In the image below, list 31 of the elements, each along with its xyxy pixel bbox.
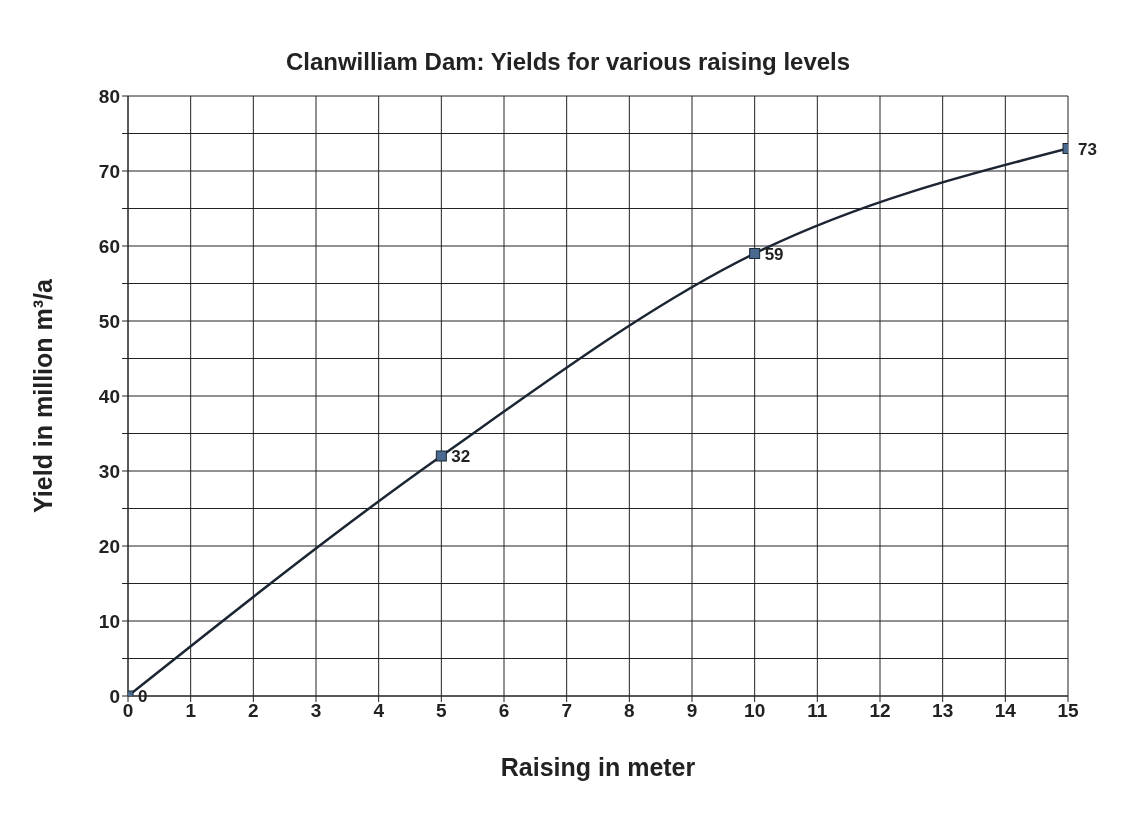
x-tick-label: 4 [373, 700, 385, 722]
x-tick-label: 7 [561, 700, 572, 722]
x-tick-label: 15 [1057, 700, 1079, 722]
x-tick-label: 10 [744, 700, 766, 722]
y-tick-label: 20 [98, 535, 120, 557]
data-label: 59 [764, 244, 784, 264]
y-tick-label: 50 [98, 310, 120, 332]
data-label: 73 [1078, 139, 1097, 159]
y-tick-label: 60 [98, 235, 120, 257]
x-tick-label: 14 [994, 700, 1017, 722]
x-tick-label: 9 [686, 700, 698, 722]
x-tick-label: 0 [122, 700, 134, 722]
y-tick-label: 70 [98, 160, 120, 182]
y-tick-label: 10 [98, 610, 120, 632]
y-tick-label: 40 [98, 385, 120, 407]
chart-title: Clanwilliam Dam: Yields for various raising levels [284, 47, 852, 76]
x-tick-label: 1 [185, 700, 197, 722]
x-tick-label: 11 [807, 700, 828, 722]
x-tick-label: 6 [498, 700, 510, 722]
x-tick-label: 12 [869, 700, 891, 722]
y-tick-label: 80 [98, 85, 120, 107]
x-axis-title: Raising in meter [500, 753, 696, 781]
x-tick-label: 3 [310, 700, 322, 722]
data-label: 32 [451, 447, 471, 467]
x-tick-label: 13 [932, 700, 954, 722]
x-tick-label: 5 [436, 700, 448, 722]
y-tick-label: 30 [98, 460, 120, 482]
y-tick-label: 0 [109, 685, 120, 707]
y-axis-title: Yield in million m³/a [28, 277, 57, 513]
x-tick-label: 2 [248, 700, 259, 722]
x-tick-label: 8 [624, 700, 635, 722]
